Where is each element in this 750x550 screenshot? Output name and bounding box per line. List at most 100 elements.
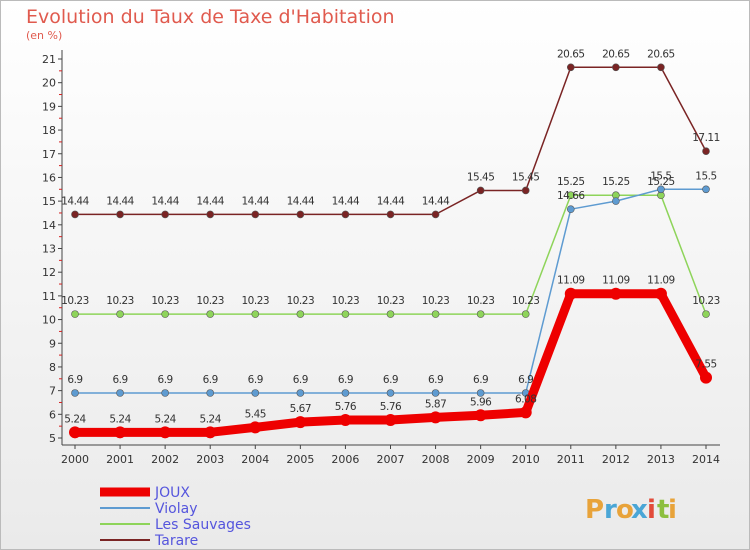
data-point xyxy=(431,210,440,219)
data-label: 15.5 xyxy=(650,170,671,182)
data-label: 14.44 xyxy=(332,195,360,207)
data-point xyxy=(521,310,530,318)
data-point xyxy=(431,310,440,318)
x-tick-label: 2006 xyxy=(331,453,359,466)
data-label: 15.5 xyxy=(695,170,716,182)
data-label: 6.9 xyxy=(158,374,173,386)
data-label: 10.23 xyxy=(196,295,224,307)
data-point xyxy=(476,310,485,318)
data-label: 6.9 xyxy=(428,374,443,386)
data-point xyxy=(566,63,575,72)
data-point xyxy=(206,210,215,219)
data-label: 5.24 xyxy=(109,413,131,425)
data-point xyxy=(702,310,710,318)
logo-letter: P xyxy=(585,495,604,525)
x-tick-label: 2008 xyxy=(422,453,450,466)
data-point xyxy=(476,186,485,195)
data-label: 11.09 xyxy=(602,275,630,287)
data-label: 5.76 xyxy=(380,401,402,413)
data-label: 6.9 xyxy=(473,374,488,386)
legend-label: JOUX xyxy=(154,485,190,501)
y-tick-label: 12 xyxy=(42,266,56,279)
data-point xyxy=(71,310,79,318)
data-label: 15.25 xyxy=(647,176,675,188)
data-label: 15.25 xyxy=(557,176,585,188)
y-tick-label: 21 xyxy=(42,53,56,66)
y-tick-label: 10 xyxy=(42,314,56,327)
data-point xyxy=(71,210,79,219)
data-label: 6.9 xyxy=(248,374,263,386)
data-label: 10.23 xyxy=(692,295,720,307)
axes: 5 6 7 8 9 10 11 12 13 14 15 16 17 18 19 20 21 2000 2001 200… xyxy=(42,50,720,466)
logo-letter: t xyxy=(657,495,669,525)
y-tick-label: 9 xyxy=(49,337,56,350)
data-label: 14.44 xyxy=(287,195,315,207)
x-tick-label: 2011 xyxy=(557,453,585,466)
data-label: 6.08 xyxy=(515,393,536,405)
data-label: 5.24 xyxy=(154,413,176,425)
x-tick-label: 2000 xyxy=(61,453,89,466)
data-point xyxy=(161,389,169,397)
x-tick-label: 2013 xyxy=(647,453,675,466)
data-label: 5.87 xyxy=(425,398,446,410)
data-label: 10.23 xyxy=(106,295,134,307)
data-point xyxy=(566,191,575,200)
y-tick-label: 16 xyxy=(42,171,56,184)
data-label: 14.44 xyxy=(422,195,450,207)
x-tick-label: 2012 xyxy=(602,453,630,466)
data-point xyxy=(296,389,305,397)
data-label: 10.23 xyxy=(377,295,405,307)
data-point xyxy=(251,210,260,219)
data-point xyxy=(386,310,395,318)
data-label: 11.09 xyxy=(647,275,675,287)
data-label: 15.45 xyxy=(467,171,495,183)
data-point xyxy=(294,416,307,429)
data-label: 14.44 xyxy=(242,195,270,207)
data-point xyxy=(341,389,350,397)
data-point xyxy=(431,389,440,397)
data-label: 15.25 xyxy=(602,176,630,188)
data-label: 15.45 xyxy=(512,171,540,183)
data-label: 14.44 xyxy=(106,195,134,207)
data-point xyxy=(116,210,124,219)
data-label: 10.23 xyxy=(151,295,179,307)
data-point xyxy=(564,287,577,300)
data-label: 14.44 xyxy=(196,195,224,207)
x-tick-label: 2010 xyxy=(512,453,540,466)
data-point xyxy=(386,210,395,219)
data-point xyxy=(702,147,710,155)
data-label: 5.67 xyxy=(290,403,311,415)
data-point xyxy=(657,63,665,72)
data-point xyxy=(609,287,622,300)
legend-label: Tarare xyxy=(154,533,198,549)
data-label: 6.9 xyxy=(203,374,218,386)
data-point xyxy=(114,426,127,439)
data-point xyxy=(519,406,532,419)
data-label: 6.9 xyxy=(383,374,398,386)
legend-label: Violay xyxy=(155,501,197,517)
data-point xyxy=(249,421,262,434)
data-label: 10.23 xyxy=(422,295,450,307)
data-point xyxy=(251,310,260,318)
series-line-tarare xyxy=(74,66,707,216)
data-point xyxy=(612,197,620,205)
data-point xyxy=(654,287,667,300)
y-tick-label: 8 xyxy=(49,361,56,374)
series-lines xyxy=(69,63,712,439)
data-labels: 5.24 5.24 5.24 5.24 5.45 5.67 5.76 5.76 5.87 5.96… xyxy=(61,48,720,425)
data-point xyxy=(161,310,169,318)
data-point xyxy=(206,310,215,318)
data-label: 7.55 xyxy=(695,359,716,371)
data-point xyxy=(204,426,217,439)
x-tick-label: 2014 xyxy=(692,453,720,466)
data-point xyxy=(474,409,487,422)
logo-letter: i xyxy=(668,495,677,525)
data-point xyxy=(296,210,305,219)
data-point xyxy=(566,205,575,213)
data-label: 10.23 xyxy=(332,295,360,307)
data-point xyxy=(116,389,124,397)
data-label: 5.96 xyxy=(470,396,492,408)
